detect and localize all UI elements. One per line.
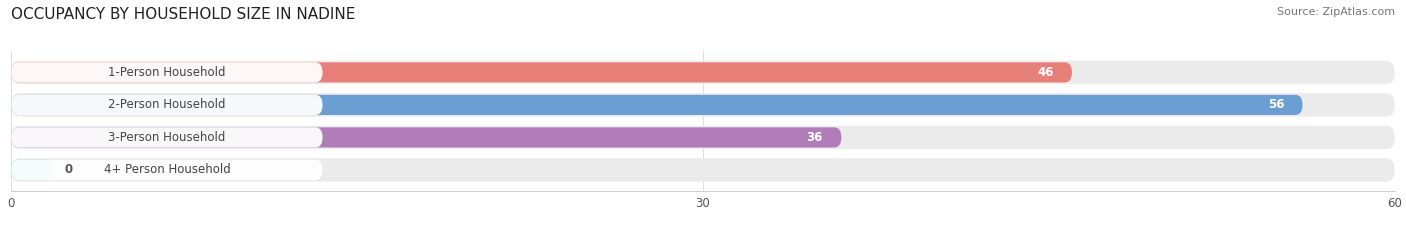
FancyBboxPatch shape [11, 126, 1395, 149]
FancyBboxPatch shape [11, 62, 1071, 82]
Text: 56: 56 [1268, 98, 1284, 111]
FancyBboxPatch shape [11, 62, 322, 82]
Text: 0: 0 [65, 163, 72, 176]
FancyBboxPatch shape [11, 160, 53, 180]
Text: OCCUPANCY BY HOUSEHOLD SIZE IN NADINE: OCCUPANCY BY HOUSEHOLD SIZE IN NADINE [11, 7, 356, 22]
FancyBboxPatch shape [11, 158, 1395, 182]
FancyBboxPatch shape [11, 95, 322, 115]
FancyBboxPatch shape [11, 127, 841, 147]
Text: 4+ Person Household: 4+ Person Household [104, 163, 231, 176]
Text: 3-Person Household: 3-Person Household [108, 131, 225, 144]
FancyBboxPatch shape [11, 95, 1302, 115]
Text: Source: ZipAtlas.com: Source: ZipAtlas.com [1277, 7, 1395, 17]
FancyBboxPatch shape [11, 160, 322, 180]
Text: 36: 36 [807, 131, 823, 144]
Text: 1-Person Household: 1-Person Household [108, 66, 225, 79]
FancyBboxPatch shape [11, 127, 322, 147]
FancyBboxPatch shape [11, 61, 1395, 84]
Text: 2-Person Household: 2-Person Household [108, 98, 225, 111]
Text: 46: 46 [1038, 66, 1053, 79]
FancyBboxPatch shape [11, 93, 1395, 116]
